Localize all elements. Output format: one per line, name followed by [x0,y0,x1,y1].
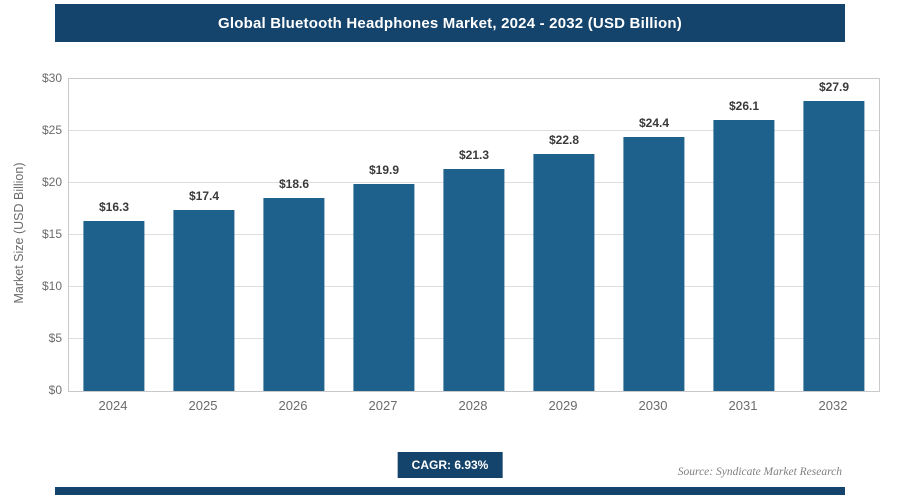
bar-column-2032: $27.9 [789,79,879,391]
y-tick-label: $10 [41,279,62,294]
bar-2027 [353,184,415,391]
y-tick-label: $20 [41,175,62,190]
bar-2029 [533,153,595,391]
bar-2031 [713,119,775,391]
bar-value-label: $22.8 [548,132,580,147]
cagr-badge: CAGR: 6.93% [397,452,503,478]
x-tick-label: 2027 [368,398,398,413]
bar-2028 [443,169,505,391]
x-axis-labels: 2024 2025 2026 2027 2028 2029 2030 2031 2032 [68,398,878,413]
x-tick-label: 2029 [548,398,578,413]
bar-value-label: $26.1 [728,98,760,113]
x-tick-label: 2030 [638,398,668,413]
bar-2025 [173,210,235,391]
bar-column-2025: $17.4 [159,79,249,391]
y-axis-tick-labels: $0 $5 $10 $15 $20 $25 $30 [22,71,62,397]
bar-column-2030: $24.4 [609,79,699,391]
x-tick-label: 2032 [818,398,848,413]
bar-2030 [623,137,685,391]
bar-column-2028: $21.3 [429,79,519,391]
bar-value-label: $27.9 [818,79,850,94]
bar-column-2029: $22.8 [519,79,609,391]
bar-column-2026: $18.6 [249,79,339,391]
x-tick-label: 2025 [188,398,218,413]
bar-2026 [263,197,325,391]
bar-column-2027: $19.9 [339,79,429,391]
bar-column-2031: $26.1 [699,79,789,391]
x-tick-label: 2026 [278,398,308,413]
x-tick-label: 2031 [728,398,758,413]
bar-value-label: $18.6 [278,176,310,191]
gridline [69,130,879,131]
chart-title-bar: Global Bluetooth Headphones Market, 2024… [55,4,845,42]
bar-value-label: $24.4 [638,116,670,131]
y-tick-label: $25 [41,123,62,137]
y-tick-label: $0 [48,383,62,397]
x-tick-label: 2024 [98,398,128,413]
x-tick-label: 2028 [458,398,488,413]
bar-2032 [803,100,865,391]
bar-value-label: $19.9 [368,163,400,178]
bar-value-label: $17.4 [188,189,220,204]
bar-2024 [83,221,145,391]
chart-title: Global Bluetooth Headphones Market, 2024… [218,14,682,32]
bottom-accent-bar [55,487,845,495]
y-tick-label: $15 [41,227,62,241]
source-text: Source: Syndicate Market Research [677,466,842,478]
bar-value-label: $21.3 [458,148,490,163]
bar-value-label: $16.3 [98,200,130,215]
y-tick-label: $5 [48,331,62,346]
bar-column-2024: $16.3 [69,79,159,391]
y-tick-label: $30 [41,71,62,85]
plot-area: $16.3 $17.4 $18.6 $19.9 $21.3 $22.8 $24.4 $26.1… [68,78,880,392]
